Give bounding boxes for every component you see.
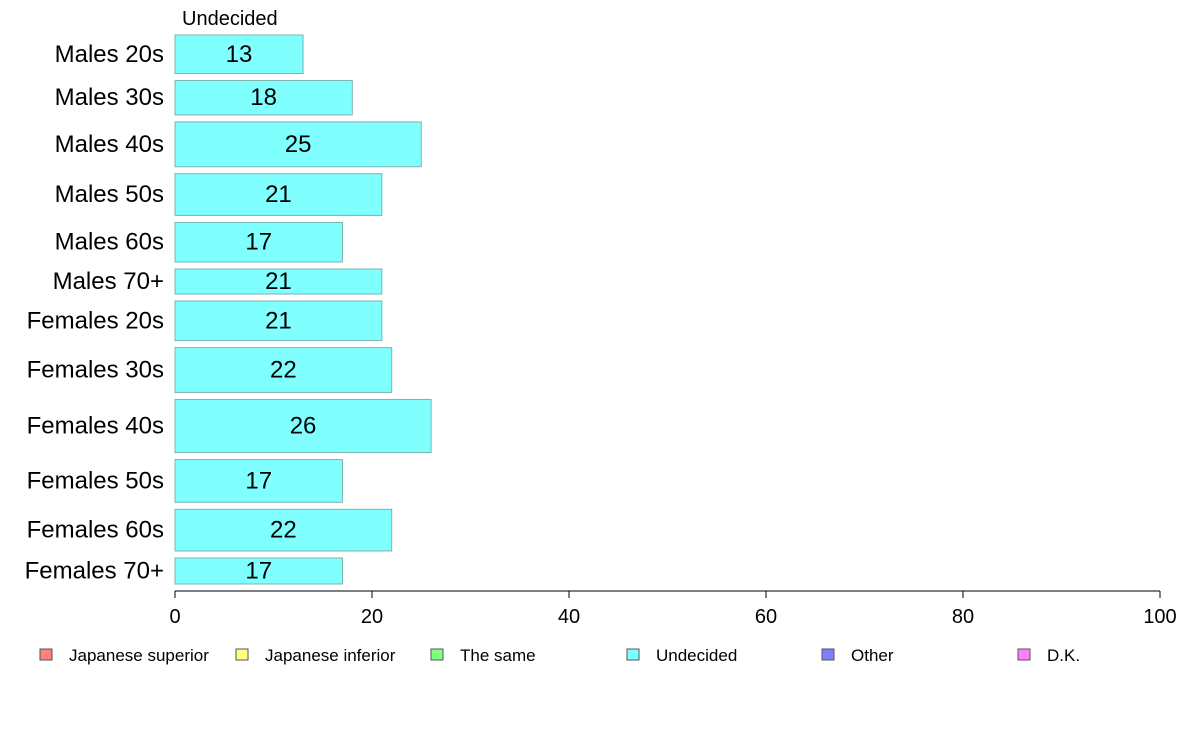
x-tick-label-80: 80 [952, 606, 974, 628]
category-label-males-70plus: Males 70+ [53, 268, 164, 295]
data-label-females-40s: 26 [290, 412, 317, 439]
legend-swatch-undecided [626, 648, 640, 661]
data-label-females-60s: 22 [270, 517, 297, 544]
category-label-females-70plus: Females 70+ [25, 557, 164, 584]
category-label-males-60s: Males 60s [55, 229, 164, 256]
legend-label-the-same: The same [460, 646, 536, 665]
bars-layer: 13 Males 20s 18 Males 30s 25 Males 40s 21 Males… [25, 34, 432, 585]
bar-males-20s [174, 34, 304, 75]
legend-label-japanese-superior: Japanese superior [69, 646, 209, 665]
legend-swatch-japanese-superior [39, 648, 53, 661]
category-label-males-40s: Males 40s [55, 131, 164, 158]
category-label-females-60s: Females 60s [27, 517, 164, 544]
category-label-females-50s: Females 50s [27, 467, 164, 494]
bar-males-40s [174, 121, 422, 168]
legend-label-d-k: D.K. [1047, 646, 1080, 665]
bar-males-60s [174, 221, 343, 263]
legend-label-undecided: Undecided [656, 646, 737, 665]
data-label-males-30s: 18 [250, 84, 277, 111]
legend-label-other: Other [851, 646, 894, 665]
legend-swatch-the-same [430, 648, 444, 661]
category-label-males-20s: Males 20s [55, 41, 164, 68]
x-tick-label-40: 40 [558, 606, 580, 628]
data-label-males-20s: 13 [226, 41, 253, 68]
bar-females-40s [174, 398, 432, 454]
data-label-females-30s: 22 [270, 357, 297, 384]
category-label-males-30s: Males 30s [55, 84, 164, 111]
chart-title: Undecided [182, 8, 278, 30]
bar-females-50s [174, 459, 343, 503]
data-label-males-40s: 25 [285, 131, 312, 158]
legend-swatch-japanese-inferior [235, 648, 249, 661]
category-label-females-20s: Females 20s [27, 307, 164, 334]
x-tick-label-100: 100 [1143, 606, 1176, 628]
bar-females-20s [174, 300, 383, 342]
bar-males-50s [174, 173, 383, 216]
category-label-females-40s: Females 40s [27, 412, 164, 439]
bar-males-70plus [174, 268, 383, 295]
data-label-females-50s: 17 [245, 467, 272, 494]
bar-females-30s [174, 347, 393, 393]
bar-females-70plus [174, 557, 343, 585]
legend: Japanese superior Japanese inferior The sa… [39, 646, 1080, 665]
x-axis: 0 20 40 60 80 100 [169, 590, 1177, 628]
data-label-males-60s: 17 [245, 229, 272, 256]
x-tick-label-0: 0 [169, 606, 180, 628]
category-label-females-30s: Females 30s [27, 357, 164, 384]
bar-females-60s [174, 508, 393, 552]
legend-swatch-other [821, 648, 835, 661]
data-label-males-50s: 21 [265, 181, 292, 208]
bar-males-30s [174, 80, 353, 116]
x-tick-label-60: 60 [755, 606, 777, 628]
data-label-males-70plus: 21 [265, 268, 292, 295]
data-label-females-20s: 21 [265, 307, 292, 334]
legend-label-japanese-inferior: Japanese inferior [265, 646, 396, 665]
data-label-females-70plus: 17 [245, 557, 272, 584]
category-label-males-50s: Males 50s [55, 181, 164, 208]
x-tick-label-20: 20 [361, 606, 383, 628]
legend-swatch-d-k [1017, 648, 1031, 661]
